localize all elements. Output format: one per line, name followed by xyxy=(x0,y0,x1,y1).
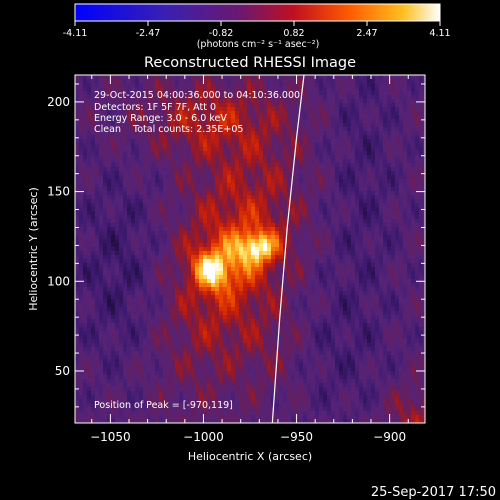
colorbar-tick-label: -2.47 xyxy=(136,28,161,39)
info-block: 29-Oct-2015 04:00:36.000 to 04:10:36.000… xyxy=(94,90,300,411)
y-tick-label: 50 xyxy=(55,364,70,378)
peak-position-label: Position of Peak = [-970,119] xyxy=(94,400,233,411)
colorbar-tick-label: 2.47 xyxy=(356,28,377,39)
x-tick-label: −1050 xyxy=(90,430,131,444)
x-tick-label: −1000 xyxy=(183,430,224,444)
colorbar-tick-label: 4.11 xyxy=(429,28,450,39)
y-tick-label: 150 xyxy=(47,185,70,199)
colorbar-tick-label: 0.82 xyxy=(283,28,304,39)
y-tick-label: 200 xyxy=(47,95,70,109)
peak-point xyxy=(209,269,213,273)
y-axis-label: Heliocentric Y (arcsec) xyxy=(27,187,40,311)
info-line-clean: Clean Total counts: 2.35E+05 xyxy=(94,124,243,135)
y-axis-ticks: 50 100 150 200 xyxy=(47,83,425,408)
x-tick-label: −900 xyxy=(373,430,406,444)
info-line-detectors: Detectors: 1F 5F 7F, Att 0 xyxy=(94,102,216,113)
colorbar-ticks: -4.11 -2.47 -0.82 0.82 2.47 4.11 xyxy=(63,21,451,39)
info-line-energy: Energy Range: 3.0 - 6.0 keV xyxy=(94,113,227,124)
plot-area: −1050 −1000 −950 −900 50 100 150 200 xyxy=(47,74,426,444)
colorbar-tick-label: -4.11 xyxy=(63,28,88,39)
colorbar-gradient xyxy=(74,3,441,22)
peak-point xyxy=(257,245,261,249)
plot-frame xyxy=(74,74,426,424)
footer-date: 25-Sep-2017 17:50 xyxy=(371,485,496,500)
chart-title: Reconstructed RHESSI Image xyxy=(144,55,356,71)
heatmap-image xyxy=(75,75,425,423)
colorbar-tick-label: -0.82 xyxy=(209,28,234,39)
x-axis-label: Heliocentric X (arcsec) xyxy=(188,450,312,463)
info-line-time: 29-Oct-2015 04:00:36.000 to 04:10:36.000 xyxy=(94,90,300,101)
solar-limb-curve xyxy=(271,75,305,423)
colorbar: -4.11 -2.47 -0.82 0.82 2.47 4.11 (photons cm⁻… xyxy=(63,3,451,50)
x-tick-label: −950 xyxy=(280,430,313,444)
colorbar-unit: (photons cm⁻² s⁻¹ asec⁻²) xyxy=(197,39,320,50)
x-axis-ticks: −1050 −1000 −950 −900 xyxy=(90,75,409,444)
y-tick-label: 100 xyxy=(47,274,70,288)
